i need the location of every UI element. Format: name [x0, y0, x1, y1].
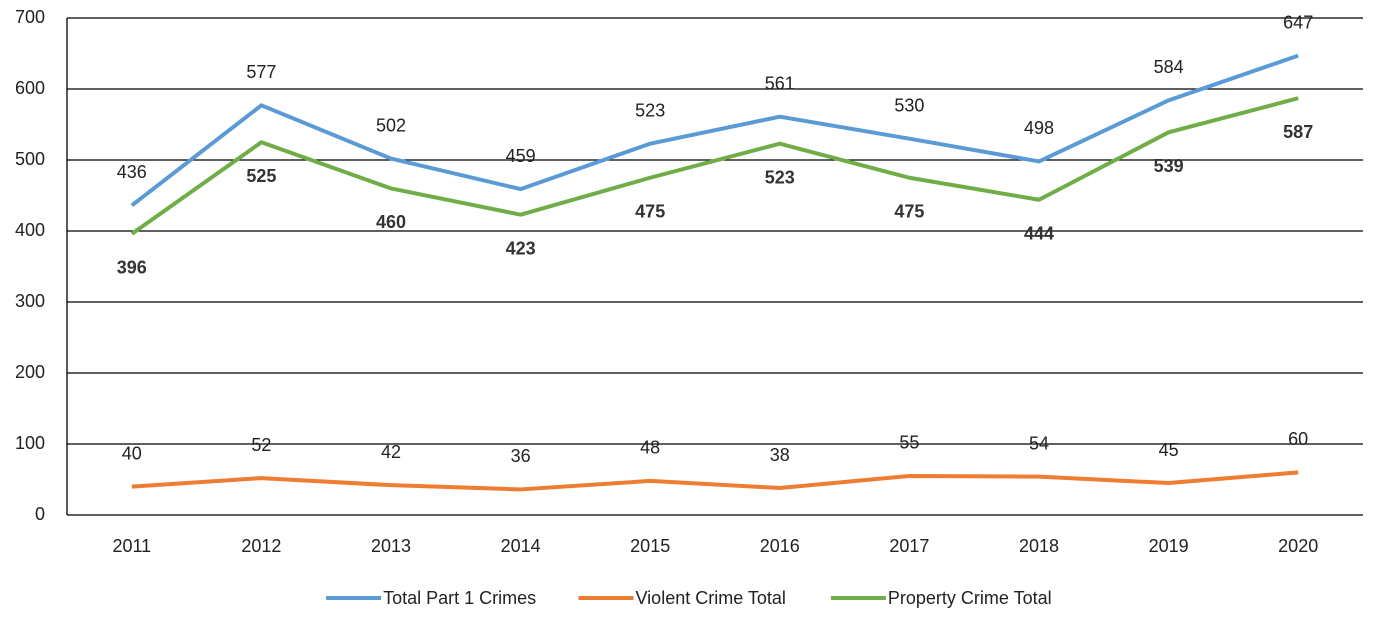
data-label: 460 [376, 212, 406, 232]
data-label: 436 [117, 162, 147, 182]
data-label: 561 [765, 73, 795, 93]
data-label: 577 [246, 62, 276, 82]
y-tick-label: 100 [15, 433, 45, 453]
x-tick-label: 2013 [371, 536, 411, 556]
y-tick-label: 700 [15, 7, 45, 27]
data-label: 423 [506, 238, 536, 258]
y-tick-label: 400 [15, 220, 45, 240]
data-label: 475 [635, 202, 665, 222]
data-label: 584 [1154, 57, 1184, 77]
y-tick-label: 0 [35, 504, 45, 524]
data-label: 38 [770, 445, 790, 465]
data-label: 444 [1024, 224, 1054, 244]
data-label: 52 [251, 435, 271, 455]
y-tick-label: 300 [15, 291, 45, 311]
data-label: 539 [1154, 156, 1184, 176]
x-tick-label: 2018 [1019, 536, 1059, 556]
y-tick-label: 500 [15, 149, 45, 169]
data-label: 396 [117, 258, 147, 278]
data-label: 475 [894, 202, 924, 222]
y-tick-label: 200 [15, 362, 45, 382]
x-tick-label: 2017 [889, 536, 929, 556]
data-label: 502 [376, 115, 406, 135]
series-line [130, 96, 1299, 236]
data-label: 498 [1024, 118, 1054, 138]
y-tick-label: 600 [15, 78, 45, 98]
data-label: 525 [246, 166, 276, 186]
x-tick-label: 2011 [112, 536, 151, 556]
data-label: 40 [122, 443, 142, 463]
data-label: 530 [894, 95, 924, 115]
data-label: 55 [899, 433, 919, 453]
data-label: 48 [640, 438, 660, 458]
x-tick-label: 2019 [1149, 536, 1189, 556]
legend-label: Total Part 1 Crimes [383, 588, 536, 608]
legend-label: Property Crime Total [888, 588, 1052, 608]
data-label: 523 [765, 167, 795, 187]
series-line [131, 470, 1299, 492]
data-label: 36 [511, 446, 531, 466]
x-tick-label: 2020 [1278, 536, 1318, 556]
data-label: 647 [1283, 12, 1313, 32]
x-tick-label: 2014 [501, 536, 541, 556]
x-tick-label: 2015 [630, 536, 670, 556]
x-tick-label: 2012 [241, 536, 281, 556]
x-tick-label: 2016 [760, 536, 800, 556]
data-label: 45 [1159, 440, 1179, 460]
series-line [130, 53, 1299, 208]
data-label: 523 [635, 100, 665, 120]
data-label: 54 [1029, 433, 1049, 453]
data-label: 587 [1283, 122, 1313, 142]
legend-label: Violent Crime Total [636, 588, 786, 608]
data-label: 42 [381, 442, 401, 462]
data-label: 60 [1288, 429, 1308, 449]
data-label: 459 [506, 146, 536, 166]
